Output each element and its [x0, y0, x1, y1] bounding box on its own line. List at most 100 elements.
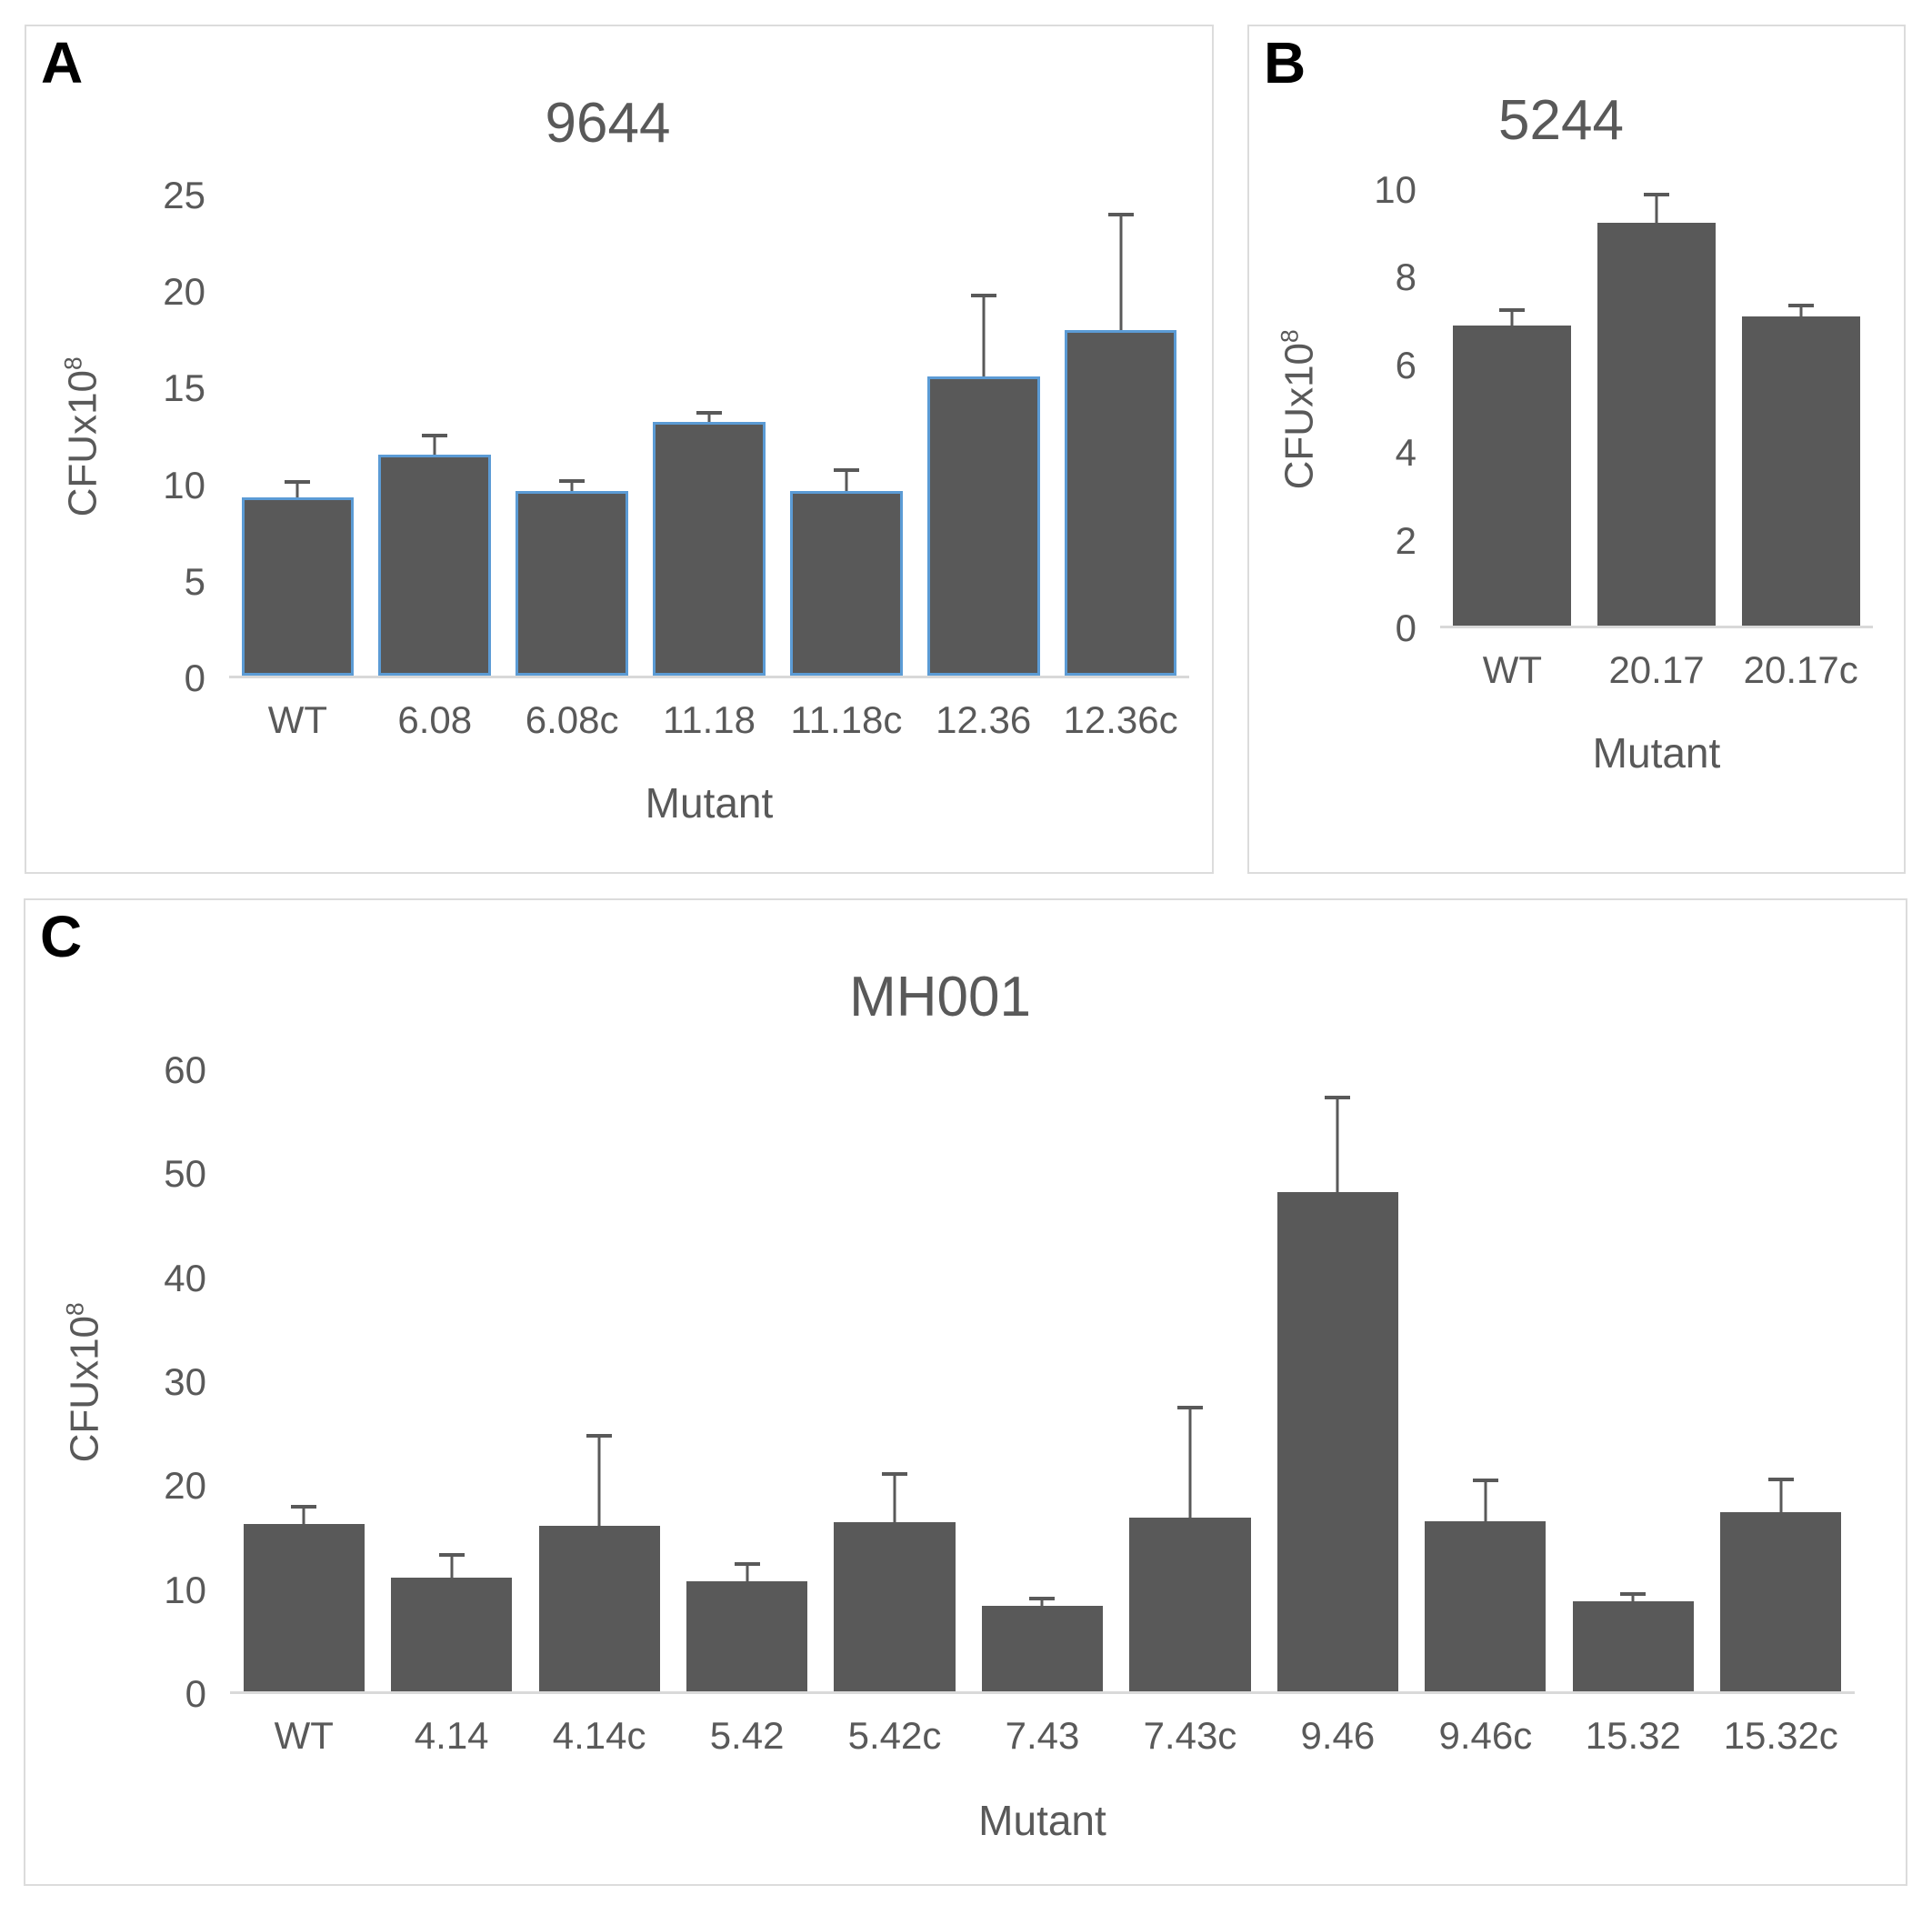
error-bar-cap [559, 478, 586, 483]
chart-c: MH001 CFUx108 0 10 20 30 40 50 60 WT 4.14 4.14c 5… [25, 900, 1906, 1884]
bar-slot [968, 1070, 1116, 1691]
bar-slot [504, 196, 641, 676]
plot-area [230, 1070, 1855, 1694]
error-bar-cap [586, 1433, 613, 1438]
bar-20.17c [1741, 316, 1860, 626]
bar-slot [526, 1070, 673, 1691]
x-tick-label: 9.46 [1300, 1714, 1376, 1757]
chart-title: 5244 [1498, 88, 1624, 152]
bar-4.14 [391, 1577, 513, 1691]
error-bar-cap [1472, 1478, 1498, 1482]
error-bar-cap [438, 1552, 465, 1557]
error-bar-line [450, 1554, 454, 1578]
bar-12.36 [926, 376, 1040, 676]
plot-area [229, 196, 1189, 678]
x-axis-labels: WT 4.14 4.14c 5.42 5.42c 7.43 7.43c 9.46 9.46c 15… [230, 1694, 1855, 1796]
y-axis-ticks: 0 2 4 6 8 10 [1349, 171, 1440, 647]
bar-9.46 [1276, 1192, 1398, 1691]
y-axis-title-exponent: 8 [61, 1301, 89, 1316]
error-bar-line [746, 1564, 749, 1582]
x-axis-labels: WT 6.08 6.08c 11.18 11.18c 12.36 12.36c [229, 678, 1189, 778]
y-tick-label: 0 [1395, 607, 1416, 649]
chart-a: 9644 CFUx108 0 5 10 15 20 25 WT 6.08 6.08c 11.18… [26, 26, 1212, 872]
bar-20.17 [1597, 222, 1717, 626]
error-bar-line [1119, 215, 1123, 330]
error-bar-line [982, 295, 986, 376]
x-tick-label: 4.14 [414, 1714, 489, 1757]
y-tick-label: 10 [164, 1568, 206, 1611]
bar-5.42 [686, 1581, 808, 1691]
bar-11.18 [653, 422, 766, 676]
y-axis-title-text: CFUx10 [62, 1315, 107, 1463]
panel-c: C MH001 CFUx108 0 10 20 30 40 50 60 WT 4.14 4.14… [24, 898, 1907, 1886]
bar-slot [915, 196, 1052, 676]
x-tick-label: 4.14c [552, 1714, 646, 1757]
panel-letter-b: B [1264, 30, 1306, 95]
y-axis-title-text: CFUx10 [60, 370, 105, 517]
x-tick-label: 12.36 [936, 698, 1032, 741]
bar-slot [1264, 1070, 1411, 1691]
x-tick-label: 12.36c [1063, 698, 1178, 741]
bar-slot [230, 1070, 377, 1691]
y-axis-ticks: 0 10 20 30 40 50 60 [144, 1051, 230, 1713]
bar-slot [1412, 1070, 1559, 1691]
y-axis-title-exponent: 8 [60, 356, 88, 371]
error-bar-cap [734, 1562, 760, 1566]
y-tick-label: 20 [164, 1464, 206, 1508]
x-tick-label: 9.46c [1438, 1714, 1533, 1757]
y-tick-label: 20 [163, 270, 205, 314]
error-bar-cap [1787, 303, 1814, 307]
error-bar-cap [970, 293, 996, 297]
error-bar-line [1188, 1408, 1192, 1518]
error-bar-line [1484, 1479, 1487, 1522]
x-axis-title: Mutant [645, 779, 774, 827]
x-tick-label: WT [1482, 648, 1542, 691]
error-bar-cap [285, 479, 311, 484]
x-tick-label: 5.42 [709, 1714, 785, 1757]
error-bar-line [1779, 1479, 1783, 1513]
y-tick-label: 25 [163, 174, 205, 216]
x-tick-label: 5.42c [847, 1714, 942, 1757]
y-axis-title: CFUx108 [25, 1070, 144, 1694]
error-bar-line [1631, 1594, 1635, 1601]
bar-slot [366, 196, 504, 676]
y-axis-ticks: 0 5 10 15 20 25 [140, 176, 229, 697]
bar-slot [1585, 190, 1729, 626]
x-tick-label: 7.43 [1005, 1714, 1080, 1757]
y-axis-title: CFUx108 [1249, 190, 1349, 628]
error-bar-line [597, 1435, 601, 1526]
error-bar-line [1040, 1598, 1044, 1606]
y-tick-label: 60 [164, 1048, 206, 1091]
x-tick-label: 15.32 [1585, 1714, 1681, 1757]
y-tick-label: 6 [1395, 343, 1416, 386]
panel-letter-c: C [40, 904, 83, 969]
y-tick-label: 0 [185, 1672, 206, 1715]
bar-WT [241, 496, 355, 676]
y-tick-label: 5 [184, 559, 205, 603]
bar-slot [229, 196, 366, 676]
bar-15.32 [1572, 1600, 1694, 1691]
error-bar-line [1799, 305, 1803, 316]
y-tick-label: 4 [1395, 431, 1416, 475]
chart-b: 5244 CFUx108 0 2 4 6 8 10 WT 20.17 20.17c Mutan… [1249, 26, 1904, 872]
bar-7.43c [1129, 1517, 1251, 1691]
error-bar-line [1336, 1097, 1339, 1193]
error-bar-line [845, 470, 848, 492]
y-tick-label: 10 [1374, 168, 1416, 211]
error-bar-cap [882, 1471, 908, 1476]
y-tick-label: 2 [1395, 518, 1416, 562]
bar-slot [377, 1070, 525, 1691]
x-axis-title: Mutant [978, 1797, 1106, 1844]
bar-5.42c [834, 1522, 956, 1691]
bar-slot [777, 196, 915, 676]
panel-letter-a: A [41, 30, 84, 95]
x-tick-label: 20.17c [1743, 648, 1858, 691]
bar-6.08 [378, 455, 492, 676]
y-tick-label: 40 [164, 1256, 206, 1299]
error-bar-cap [422, 434, 448, 437]
bar-4.14c [538, 1525, 660, 1691]
bar-7.43 [981, 1605, 1104, 1691]
x-tick-label: 6.08 [397, 698, 473, 741]
bar-slot [1559, 1070, 1707, 1691]
error-bar-line [707, 412, 711, 423]
